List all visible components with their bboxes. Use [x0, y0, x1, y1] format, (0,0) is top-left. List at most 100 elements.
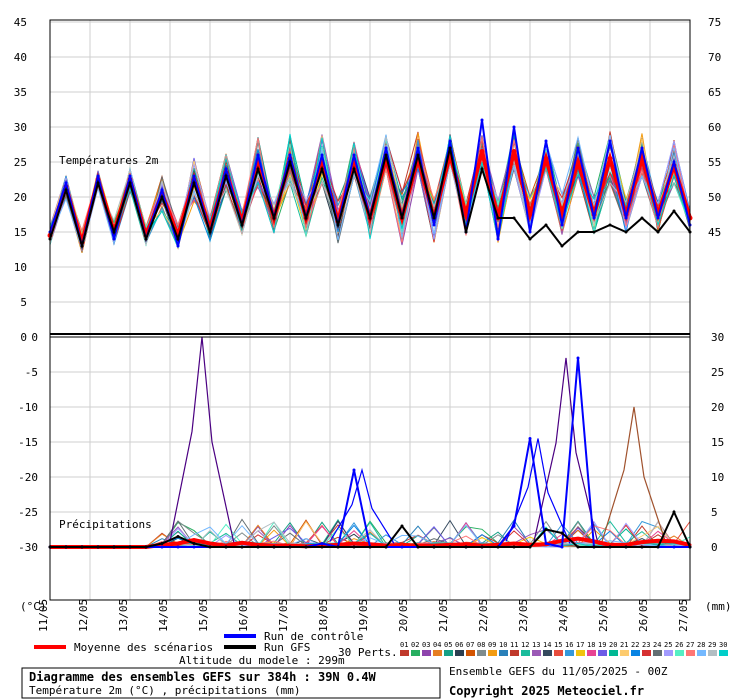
- series-point-precip: [672, 545, 676, 549]
- member-legend-label: 08: [477, 641, 485, 649]
- member-legend-swatch: [686, 650, 695, 656]
- series-point-temp: [528, 230, 532, 234]
- y-tick-labels: 0510152025303540454550556065707530025-52…: [14, 16, 725, 554]
- member-legend-label: 27: [686, 641, 694, 649]
- series-point-temp: [256, 153, 260, 157]
- series-point-precip: [96, 545, 100, 549]
- x-tick-label: 21/05: [437, 599, 450, 632]
- series-point-precip: [384, 545, 388, 549]
- series-point-temp: [656, 216, 660, 220]
- series-point-precip: [400, 524, 404, 528]
- y-tick-label-right: 70: [708, 51, 721, 64]
- y-tick-label-right: 65: [708, 86, 721, 99]
- x-tick-label: 19/05: [357, 599, 370, 632]
- series-point-precip: [624, 545, 628, 549]
- series-point-temp: [160, 188, 164, 192]
- series-point-precip: [400, 545, 404, 549]
- series-point-temp: [240, 223, 244, 227]
- y-tick-label-left: 35: [14, 86, 27, 99]
- y-tick-label-left: 40: [14, 51, 27, 64]
- series-point-temp: [128, 174, 132, 178]
- series-point-precip: [640, 540, 644, 544]
- member-legend-swatch: [477, 650, 486, 656]
- member-legend-swatch: [400, 650, 409, 656]
- series-point-precip: [272, 545, 276, 549]
- member-legend-swatch: [708, 650, 717, 656]
- series-point-temp: [496, 216, 500, 220]
- member-legend-label: 13: [532, 641, 540, 649]
- series-point-temp: [543, 156, 549, 161]
- series-point-temp: [496, 237, 500, 241]
- series-point-precip: [320, 542, 324, 545]
- x-tick-label: 25/05: [597, 599, 610, 632]
- series-point-temp: [576, 146, 580, 150]
- series-point-temp: [272, 216, 276, 220]
- series-point-temp: [304, 216, 308, 220]
- series-point-temp: [128, 181, 132, 185]
- legend-altitude: Altitude du modele : 299m: [179, 654, 345, 667]
- member-legend-label: 19: [598, 641, 606, 649]
- member-legend-swatch: [653, 650, 662, 656]
- series-point-precip: [544, 542, 548, 545]
- series-point-precip: [512, 542, 516, 545]
- series-point-precip: [160, 545, 164, 549]
- y-tick-label-right: 0: [711, 541, 718, 554]
- legend-control-label: Run de contrôle: [264, 630, 363, 643]
- member-legend-label: 05: [444, 641, 452, 649]
- x-tick-labels: 11/05 12/05 13/05 14/05 15/05 16/05 17/05 18/05…: [37, 599, 690, 632]
- series-point-precip: [208, 542, 212, 545]
- x-tick-label: 11/05: [37, 599, 50, 632]
- series-point-temp: [512, 125, 516, 129]
- series-point-precip: [656, 539, 660, 543]
- series-point-temp: [608, 223, 612, 227]
- series-point-temp: [480, 167, 484, 171]
- y-tick-label-left: 0: [31, 331, 38, 344]
- y-tick-label-left: 20: [14, 191, 27, 204]
- series-point-precip: [320, 545, 324, 549]
- series-point-precip: [624, 543, 628, 547]
- member-legend-swatch: [642, 650, 651, 656]
- y-tick-label-right: 45: [708, 226, 721, 239]
- member-legend-swatch: [499, 650, 508, 656]
- member-legend-label: 29: [708, 641, 716, 649]
- series-point-precip: [288, 545, 292, 549]
- series-point-temp: [176, 237, 180, 241]
- legend-mean-label: Moyenne des scénarios: [74, 641, 213, 654]
- series-point-temp: [176, 244, 180, 248]
- member-legend-label: 16: [565, 641, 573, 649]
- y-tick-label-left: 30: [14, 121, 27, 134]
- x-tick-label: 26/05: [637, 599, 650, 632]
- member-legend-swatch: [719, 650, 728, 656]
- y-tick-label-right: 10: [711, 471, 724, 484]
- series-point-precip: [480, 545, 484, 549]
- series-point-temp: [320, 153, 324, 157]
- y-tick-label-right: 50: [708, 191, 721, 204]
- series-point-precip: [336, 545, 340, 549]
- y-tick-label-left: 10: [14, 261, 27, 274]
- footer-copyright: Copyright 2025 Meteociel.fr: [449, 684, 644, 698]
- series-point-temp: [368, 216, 372, 220]
- member-legend-swatch: [455, 650, 464, 656]
- series-point-temp: [352, 167, 356, 171]
- series-point-precip: [352, 542, 356, 545]
- series-point-precip: [672, 539, 676, 543]
- series-point-temp: [592, 216, 596, 220]
- series-point-precip: [192, 545, 196, 549]
- member-legend-label: 15: [554, 641, 562, 649]
- precip-peak-member: [601, 406, 667, 544]
- series-point-temp: [544, 223, 548, 227]
- member-legend-label: 24: [653, 641, 661, 649]
- y-tick-label-left: -30: [18, 541, 38, 554]
- y-tick-label-right: 5: [711, 506, 718, 519]
- member-legend-swatch: [411, 650, 420, 656]
- y-tick-label-left: -15: [18, 436, 38, 449]
- member-legend-swatch: [433, 650, 442, 656]
- series-point-precip: [192, 542, 196, 545]
- series-point-temp: [112, 230, 116, 234]
- series-point-precip: [608, 543, 612, 547]
- series-point-precip: [80, 545, 84, 549]
- series-point-precip: [544, 528, 548, 531]
- series-point-precip: [640, 545, 644, 549]
- member-legend-swatch: [587, 650, 596, 656]
